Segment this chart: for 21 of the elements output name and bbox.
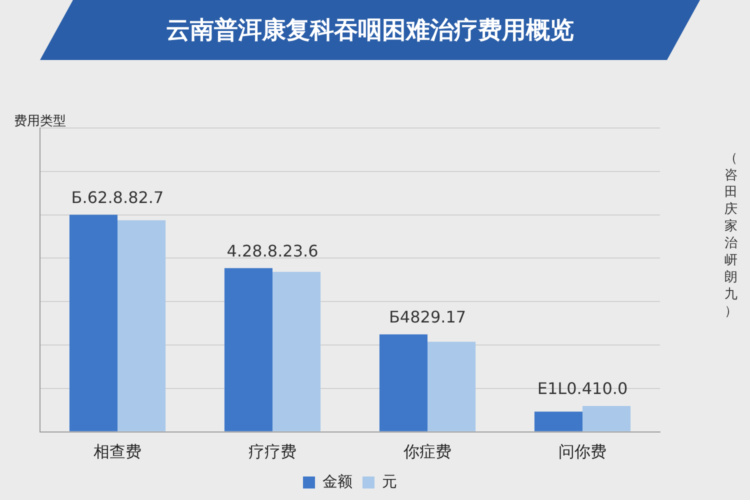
bar [69,214,118,432]
legend-label: 金额 [322,474,352,491]
bar [534,412,582,432]
bar [428,342,476,432]
bar [582,406,631,432]
chart-title: 云南普洱康复科吞咽困难治疗费用概览 [40,0,700,60]
bar [379,334,428,432]
bar [272,272,321,432]
x-tick-label: 问你费 [558,442,606,461]
annotation: Б4829.17 [388,308,466,327]
x-tick-label: 你症费 [402,442,452,461]
bar [224,268,272,432]
legend-label: 元 [382,474,397,491]
annotation: E1L0.410.0 [537,379,628,398]
text: Б.62.8.82.7 [71,188,164,207]
text: 费用类型 [14,113,66,130]
text: （咨田庆家治岍朗九） [724,151,738,319]
x-tick-label: 相查费 [94,442,142,461]
x-tick-label: 疗疗费 [248,442,296,461]
bar [118,220,166,432]
annotation: 4.28.8.23.6 [226,241,318,260]
